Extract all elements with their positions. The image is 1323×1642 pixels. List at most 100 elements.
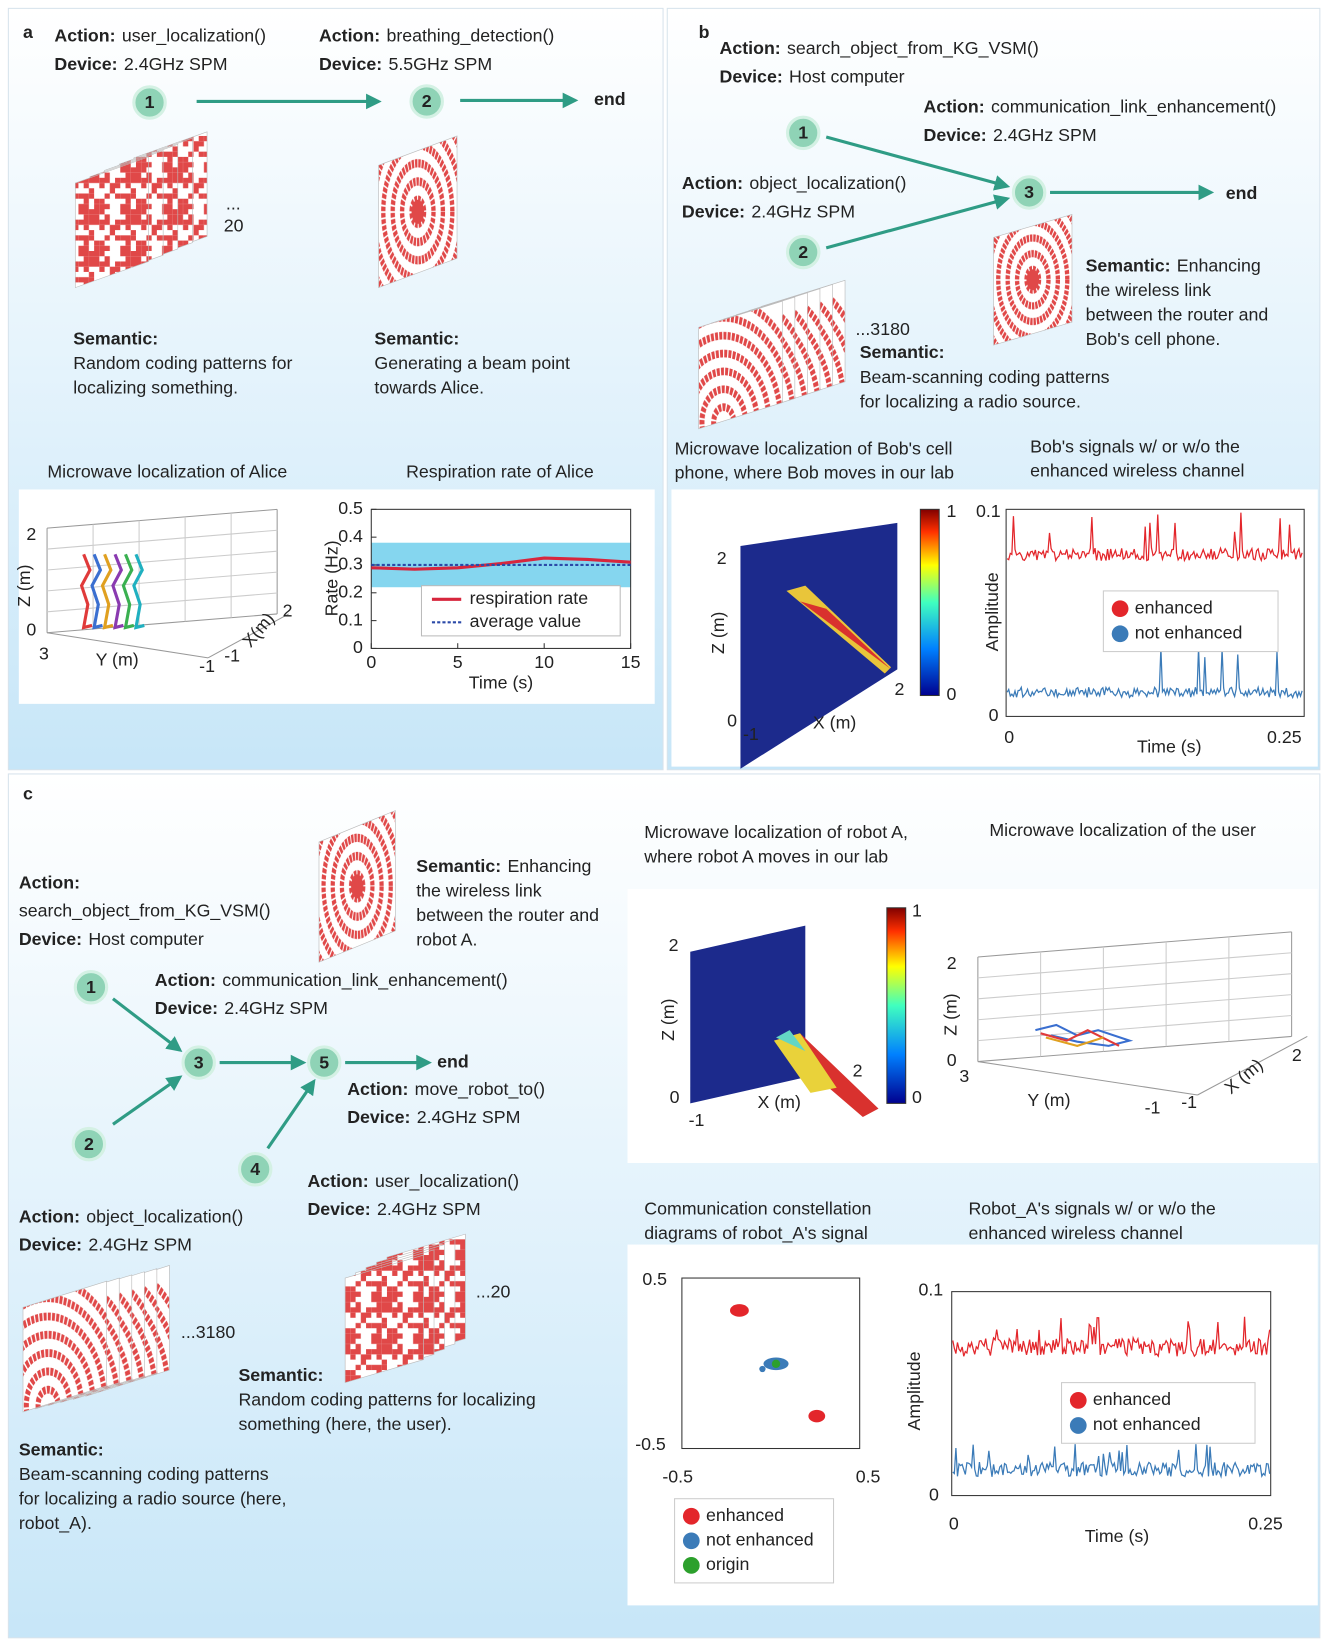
device: Device:5.5GHz SPM xyxy=(319,54,492,74)
semantic-key: Semantic: xyxy=(19,1439,104,1459)
action-value: object_localization() xyxy=(86,1206,243,1227)
action-key: Action: xyxy=(720,38,781,58)
tick-label: 2 xyxy=(1292,1045,1302,1065)
device-key: Device: xyxy=(720,66,783,86)
action-value: move_robot_to() xyxy=(415,1078,545,1099)
semantic-line: Beam-scanning coding patterns xyxy=(19,1464,269,1484)
tick-label: 0 xyxy=(670,1087,680,1107)
device-value: 2.4GHz SPM xyxy=(993,125,1097,145)
device-key: Device: xyxy=(155,998,218,1018)
action-key: Action: xyxy=(307,1171,368,1191)
node-label: 1 xyxy=(86,977,96,997)
colorbar-label: 1 xyxy=(946,501,956,521)
action-value: search_object_from_KG_VSM() xyxy=(19,901,271,922)
action-key: Action: xyxy=(319,25,380,45)
y-tick-label: 0.4 xyxy=(338,526,363,546)
action-key: Action: xyxy=(19,1206,80,1226)
tick-label: 0 xyxy=(989,705,999,725)
device-key: Device: xyxy=(19,929,82,949)
chart-title: Robot_A's signals w/ or w/o the xyxy=(968,1199,1215,1220)
colorbar-label: 0 xyxy=(912,1087,922,1107)
legend-marker xyxy=(1112,625,1129,642)
legend-label: not enhanced xyxy=(706,1529,814,1549)
device: Device: 2.4GHz SPM xyxy=(54,54,227,74)
legend-label: respiration rate xyxy=(470,588,589,608)
x-tick-label: 10 xyxy=(534,652,554,672)
device: Device:2.4GHz SPM xyxy=(19,1234,192,1254)
action: Action:communication_link_enhancement() xyxy=(155,970,508,991)
axis-label: Amplitude xyxy=(904,1351,924,1430)
tick-label: 0.25 xyxy=(1248,1514,1283,1534)
semantic-line: between the router and xyxy=(1086,305,1269,325)
x-tick-label: 15 xyxy=(621,652,641,672)
device-value: 2.4GHz SPM xyxy=(377,1199,481,1219)
axis-label: Amplitude xyxy=(982,572,1002,651)
action: Action:object_localization() xyxy=(682,173,906,194)
node-label: 1 xyxy=(798,123,808,143)
axis-label: Rate (Hz) xyxy=(321,540,341,616)
action-key: Action: xyxy=(54,25,115,45)
axis-label: Y (m) xyxy=(1027,1090,1070,1110)
x-tick-label: 0 xyxy=(366,652,376,672)
semantic-line: localizing something. xyxy=(73,378,238,398)
tick-label: -1 xyxy=(224,645,240,665)
pattern-count: ...3180 xyxy=(856,319,910,339)
semantic-line: Bob's cell phone. xyxy=(1086,329,1221,349)
coding-pattern xyxy=(994,214,1072,345)
device-value: 2.4GHz SPM xyxy=(124,54,228,74)
y-tick-label: 0.3 xyxy=(338,554,363,574)
semantic-line: Random coding patterns for localizing xyxy=(238,1390,535,1410)
node-label: 5 xyxy=(319,1052,329,1072)
semantic-line: between the router and xyxy=(416,905,599,925)
legend-marker xyxy=(683,1532,700,1549)
figure: a Action:user_localization() Device: 2.4GHz… xyxy=(0,0,1323,1642)
legend-marker xyxy=(1070,1392,1087,1409)
device: Device:2.4GHz SPM xyxy=(307,1199,480,1219)
axis-label: Time (s) xyxy=(469,673,533,693)
semantic-key: Semantic: xyxy=(73,329,158,349)
node-label: 2 xyxy=(84,1134,94,1154)
tick-label: 0 xyxy=(1004,727,1014,747)
chart-title: Microwave localization of Bob's cell xyxy=(675,438,953,458)
pattern-count: ...20 xyxy=(476,1281,511,1301)
semantic-line: robot A. xyxy=(416,929,477,949)
node-label: 4 xyxy=(250,1159,260,1179)
semantic-line: Random coding patterns for xyxy=(73,353,292,373)
cluster xyxy=(730,1304,749,1317)
action: Action:user_localization() xyxy=(307,1171,519,1192)
action: Action:move_robot_to() xyxy=(347,1078,545,1099)
cluster xyxy=(759,1366,765,1372)
action: Action:communication_link_enhancement() xyxy=(923,96,1276,117)
semantic-line: Beam-scanning coding patterns xyxy=(860,367,1110,387)
chart-title: where robot A moves in our lab xyxy=(643,846,888,866)
action-key: Action: xyxy=(923,96,984,116)
tick-label: 2 xyxy=(947,953,957,973)
tick-label: 0.25 xyxy=(1267,727,1302,747)
device: Device:2.4GHz SPM xyxy=(923,125,1096,145)
legend-marker xyxy=(683,1557,700,1574)
semantic-line: for localizing a radio source. xyxy=(860,391,1081,411)
tick-label: 0 xyxy=(26,619,36,639)
semantic-line: Generating a beam point xyxy=(374,353,570,373)
device-key: Device: xyxy=(682,201,745,221)
action-value: object_localization() xyxy=(749,173,906,194)
tick-label: 2 xyxy=(717,548,727,568)
panel-label: a xyxy=(23,22,33,42)
colorbar-label: 1 xyxy=(912,901,922,921)
legend-marker xyxy=(683,1508,700,1525)
semantic-key: Semantic: xyxy=(416,856,501,876)
node-label: 3 xyxy=(1024,182,1034,202)
tick-label: 0 xyxy=(949,1514,959,1534)
legend-label: not enhanced xyxy=(1093,1414,1201,1434)
chart-title: diagrams of robot_A's signal xyxy=(644,1223,868,1244)
panel-label: c xyxy=(23,784,33,804)
tick-label: -1 xyxy=(1145,1097,1161,1117)
semantic-value: Enhancing xyxy=(507,856,591,876)
semantic-key: Semantic: xyxy=(860,342,945,362)
node-label: 2 xyxy=(798,242,808,262)
node-label: 2 xyxy=(422,91,432,111)
node-label: 1 xyxy=(145,92,155,112)
tick-label: 2 xyxy=(283,601,293,621)
device-value: 2.4GHz SPM xyxy=(224,998,328,1018)
device-key: Device: xyxy=(54,54,117,74)
